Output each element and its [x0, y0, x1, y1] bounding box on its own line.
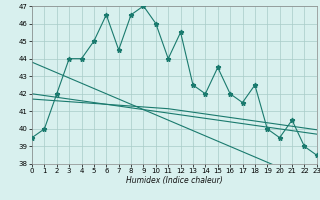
- X-axis label: Humidex (Indice chaleur): Humidex (Indice chaleur): [126, 176, 223, 185]
